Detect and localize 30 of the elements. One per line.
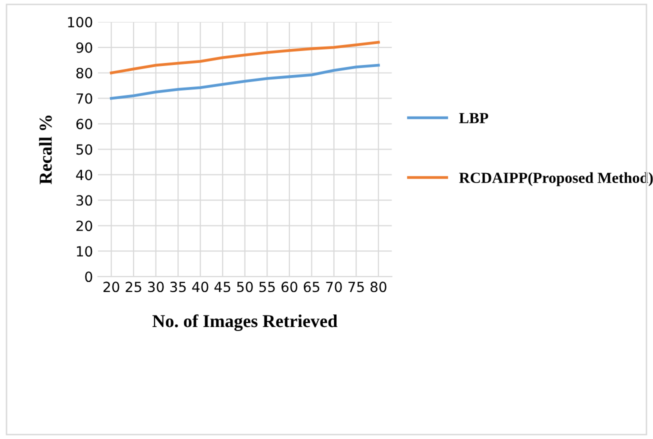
y-tick-label: 10 [76,246,92,257]
y-tick-label: 90 [76,42,92,53]
x-tick-label: 60 [282,282,298,292]
x-axis-title: No. of Images Retrieved [152,314,338,332]
x-tick-label: 80 [370,282,386,292]
x-tick-label: 75 [348,282,364,292]
x-tick-label: 35 [170,282,186,292]
legend-label: RCDAIPP(Proposed Method) [459,172,653,186]
x-tick-label: 40 [192,282,208,292]
line-series [110,64,380,100]
x-tick-label: 25 [126,282,142,292]
y-tick-label: 40 [76,170,92,180]
y-tick-label: 30 [76,195,92,206]
line-series [110,40,380,74]
y-tick-label: 20 [76,220,92,232]
x-tick-label: 55 [259,282,275,292]
x-tick-label: 50 [237,282,253,292]
y-tick-label: 0 [85,272,92,282]
y-axis-title: Recall % [39,116,52,184]
y-tick-label: 60 [76,118,92,130]
y-tick-label: 80 [76,68,92,78]
x-tick-label: 70 [326,282,342,292]
y-tick-label: 100 [68,16,92,28]
y-tick-label: 70 [76,93,92,104]
x-tick-label: 45 [214,282,230,292]
x-tick-label: 65 [304,282,320,292]
x-tick-label: 20 [103,282,120,292]
legend-label: LBP [459,113,488,124]
x-tick-label: 30 [148,282,164,292]
y-tick-label: 50 [76,144,92,155]
